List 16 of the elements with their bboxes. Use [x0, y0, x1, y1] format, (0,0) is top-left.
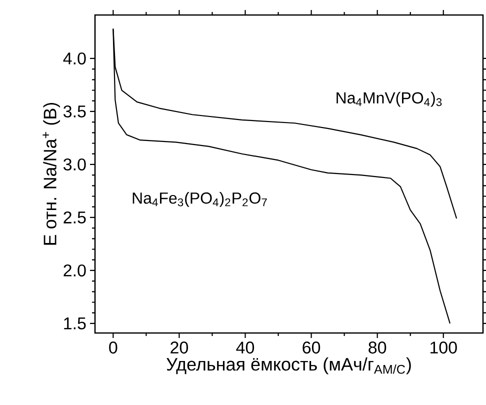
x-tick-label: 20 — [170, 342, 188, 354]
y-axis-title: E отн. Na/Na$^{+}$ (В) — [42, 102, 60, 245]
x-tick-label: 40 — [236, 342, 254, 354]
y-tick-label: 2.0 — [64, 264, 86, 276]
x-tick-label: 60 — [302, 342, 320, 354]
series-label: Na$_{4}$MnV(PO$_{4}$)$_{3}$ — [336, 92, 442, 107]
y-tick-label: 2.5 — [64, 211, 86, 224]
x-axis-title: Удельная ёмкость (мАч/г$_{AM/C}$) — [166, 357, 411, 374]
y-tick-label: 1.5 — [64, 318, 86, 330]
y-tick-label: 3.0 — [63, 158, 86, 170]
x-tick-label: 80 — [368, 342, 386, 354]
y-tick-label: 3.5 — [63, 105, 86, 118]
x-tick-label: 0 — [109, 342, 118, 354]
text: Na$_{4}$Fe$_{3}$(PO$_{4}$)$_{2}$P$_{2}$O$_{7}$ — [132, 192, 267, 207]
y-tick-label: 4.0 — [63, 52, 86, 64]
x-tick-label: 100 — [430, 342, 457, 354]
